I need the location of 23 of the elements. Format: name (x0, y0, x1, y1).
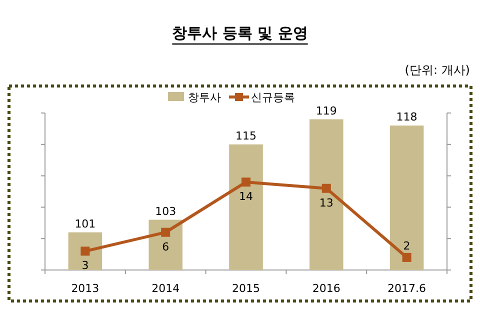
data-label: 6 (162, 240, 170, 254)
x-tick-label: 2013 (71, 282, 100, 295)
x-tick-label: 2014 (152, 282, 180, 295)
point (161, 228, 170, 237)
data-label: 103 (155, 204, 176, 218)
point (322, 184, 331, 193)
data-label: 3 (82, 259, 89, 272)
x-tick-label: 2016 (312, 282, 340, 295)
point (242, 178, 250, 187)
data-label: 118 (396, 110, 418, 124)
x-tick-label: 2017.6 (388, 282, 426, 295)
data-label: 14 (239, 190, 253, 204)
data-label: 115 (236, 129, 256, 142)
chart-title: 창투사 등록 및 운영 (172, 24, 308, 42)
text: (단위: 개사) (404, 63, 470, 77)
data-label: 13 (319, 196, 334, 210)
data-label: 2 (403, 239, 410, 252)
x-tick-label: 2015 (232, 282, 260, 295)
data-label: 119 (316, 104, 337, 118)
legend-label: 창투사 (188, 91, 221, 104)
legend-label: 신규등록 (251, 91, 295, 104)
data-label: 101 (74, 217, 96, 230)
point (402, 252, 412, 262)
